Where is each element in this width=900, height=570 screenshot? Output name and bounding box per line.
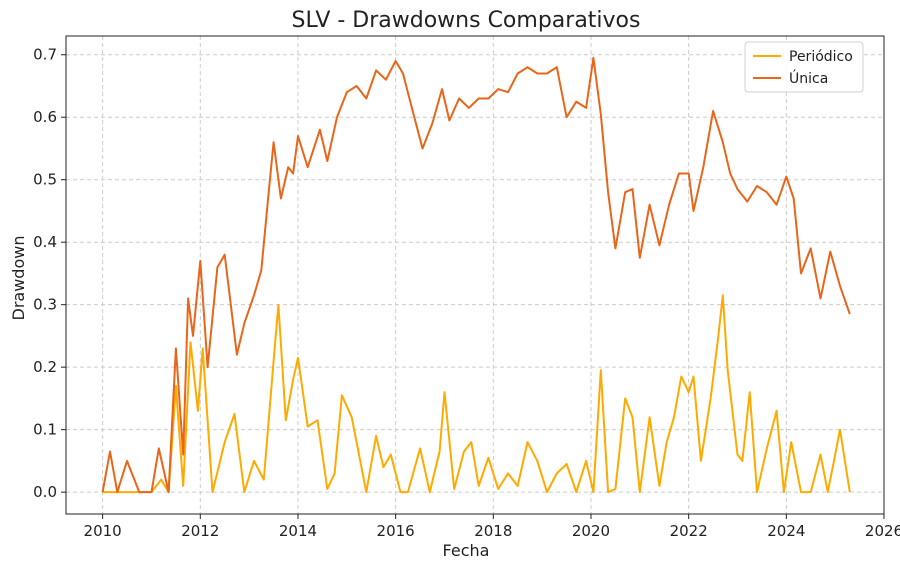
y-tick-label: 0.2 xyxy=(33,358,57,376)
legend-label: Única xyxy=(789,69,828,87)
grid xyxy=(66,36,885,514)
y-tick-label: 0.4 xyxy=(33,233,57,251)
y-tick-label: 0.1 xyxy=(33,421,57,439)
y-tick-label: 0.6 xyxy=(33,108,57,126)
y-tick-label: 0.5 xyxy=(33,171,57,189)
series-line-periodico xyxy=(102,294,851,494)
x-tick-label: 2016 xyxy=(377,522,415,540)
legend: Periódico Única xyxy=(744,41,864,93)
x-tick-label: 2020 xyxy=(572,522,610,540)
x-tick-label: 2018 xyxy=(474,522,512,540)
series-line-unica xyxy=(101,56,851,494)
x-tick-label: 2022 xyxy=(670,522,708,540)
y-axis-title: Drawdown xyxy=(9,236,28,321)
x-tick-label: 2026 xyxy=(865,522,900,540)
chart-title: SLV - Drawdowns Comparativos xyxy=(292,8,641,33)
x-tick-label: 2010 xyxy=(84,522,122,540)
legend-label: Periódico xyxy=(789,49,853,65)
x-tick-label: 2012 xyxy=(181,522,219,540)
series-lines xyxy=(101,56,851,494)
y-tick-label: 0.7 xyxy=(33,46,57,64)
y-axis-ticks: 0.0 0.1 0.2 0.3 0.4 0.5 0.6 0.7 xyxy=(33,46,66,501)
y-tick-label: 0.3 xyxy=(33,296,57,314)
x-axis-ticks: 2010 2012 2014 2016 2018 2020 2022 2024 2026 xyxy=(84,514,900,540)
y-tick-label: 0.0 xyxy=(33,483,57,501)
x-tick-label: 2024 xyxy=(767,522,805,540)
plot-frame xyxy=(65,35,885,515)
legend-box xyxy=(744,41,864,93)
x-axis-title: Fecha xyxy=(443,541,490,560)
x-tick-label: 2014 xyxy=(279,522,317,540)
